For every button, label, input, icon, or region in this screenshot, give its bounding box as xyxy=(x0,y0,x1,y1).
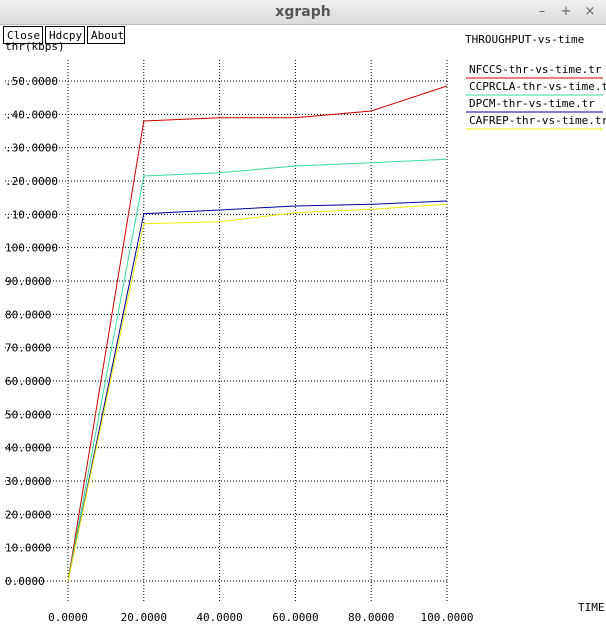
y-tick-label: 10.0000 xyxy=(5,542,51,555)
y-tick-label: 20.0000 xyxy=(5,508,51,521)
legend-entry: DPCM-thr-vs-time.tr xyxy=(469,97,595,110)
series-line xyxy=(67,200,448,582)
y-tick-label: .50.0000 xyxy=(5,75,58,88)
y-tick-label: .20.0000 xyxy=(5,175,58,188)
chart-title: THROUGHPUT-vs-time xyxy=(465,33,584,46)
y-tick-label: 40.0000 xyxy=(5,442,51,455)
about-button[interactable]: About xyxy=(87,26,125,44)
series-lines xyxy=(67,85,448,582)
y-tick-label: .40.0000 xyxy=(5,108,58,121)
x-tick-label: 80.0000 xyxy=(348,611,394,624)
legend-entry: CCPRCLA-thr-vs-time.tr xyxy=(469,80,606,93)
y-tick-label: 0.0000 xyxy=(5,575,45,588)
y-tick-label: 50.0000 xyxy=(5,408,51,421)
series-line xyxy=(67,158,448,582)
maximize-icon[interactable]: + xyxy=(560,4,572,19)
window-title: xgraph xyxy=(275,4,331,20)
x-tick-label: 20.0000 xyxy=(121,611,167,624)
window-close-icon[interactable]: × xyxy=(584,4,596,19)
y-axis-label: thr(kbps) xyxy=(5,40,65,53)
y-tick-label: 60.0000 xyxy=(5,375,51,388)
legend-entry: CAFREP-thr-vs-time.tr xyxy=(469,114,606,127)
y-tick-labels: 0.0000 10.0000 20.0000 30.0000 40.0000 50.000… xyxy=(5,75,58,588)
legend: NFCCS-thr-vs-time.tr CCPRCLA-thr-vs-time.… xyxy=(466,63,606,130)
x-axis-label: TIME xyxy=(578,601,605,614)
hdcpy-button[interactable]: Hdcpy xyxy=(45,26,85,44)
x-tick-label: 40.0000 xyxy=(196,611,242,624)
x-tick-labels: 0.0000 20.0000 40.0000 60.0000 80.0000 100.00… xyxy=(48,611,473,624)
minimize-icon[interactable]: – xyxy=(538,4,546,19)
x-tick-label: 100.0000 xyxy=(421,611,474,624)
y-tick-label: 70.0000 xyxy=(5,342,51,355)
y-tick-label: 30.0000 xyxy=(5,475,51,488)
window-titlebar: xgraph – + × xyxy=(0,0,606,25)
y-tick-label: .10.0000 xyxy=(5,208,58,221)
close-button[interactable]: Close xyxy=(3,26,43,44)
x-tick-label: 0.0000 xyxy=(48,611,88,624)
series-line xyxy=(67,203,448,582)
y-tick-label: 80.0000 xyxy=(5,308,51,321)
y-tick-label: .30.0000 xyxy=(5,142,58,155)
y-tick-label: 90.0000 xyxy=(5,275,51,288)
y-tick-label: 100.0000 xyxy=(5,242,58,255)
grid-lines xyxy=(5,60,448,601)
series-line xyxy=(67,85,448,582)
legend-entry: NFCCS-thr-vs-time.tr xyxy=(469,63,602,76)
x-tick-label: 60.0000 xyxy=(272,611,318,624)
